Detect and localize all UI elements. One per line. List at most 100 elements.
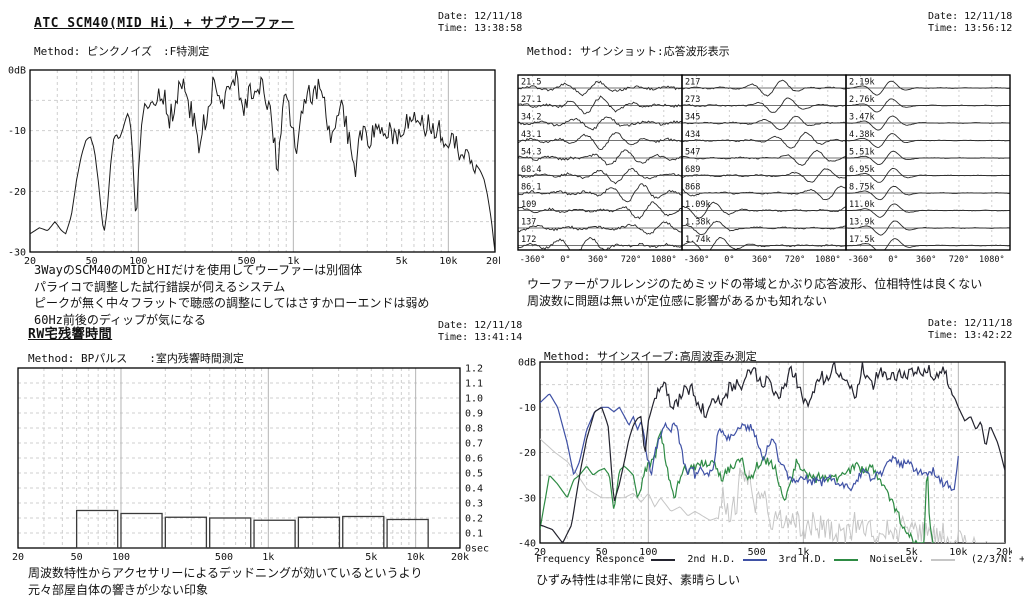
svg-text:54.3: 54.3 bbox=[521, 148, 541, 158]
sineshot-notes: ウーファーがフルレンジのためミッドの帯域とかぶり応答波形、位相特性は良くない 周波… bbox=[527, 276, 982, 309]
svg-text:0.3: 0.3 bbox=[465, 499, 483, 510]
svg-text:1k: 1k bbox=[797, 547, 809, 558]
svg-text:0.5: 0.5 bbox=[465, 469, 483, 480]
note-line: 3WayのSCM40のMIDとHIだけを使用してウーファーは別個体 bbox=[34, 263, 363, 277]
svg-text:43.1: 43.1 bbox=[521, 130, 541, 140]
svg-text:20: 20 bbox=[24, 256, 36, 267]
svg-text:172: 172 bbox=[521, 235, 536, 245]
distortion-legend: Frequency Responce 2nd H.D. 3rd H.D. NoiseL… bbox=[536, 554, 1024, 565]
svg-text:6.95k: 6.95k bbox=[849, 165, 875, 175]
svg-text:20k: 20k bbox=[486, 256, 500, 267]
svg-text:86.1: 86.1 bbox=[521, 183, 541, 193]
sineshot-method: Method: サインショット:応答波形表示 bbox=[527, 45, 730, 58]
sineshot-chart: -360° 0° 360° 720° 1080° 21.5 27.1 34.2 43.1 54.3… bbox=[517, 74, 1011, 265]
distortion-date: Date: 12/11/18 bbox=[928, 318, 1013, 329]
svg-text:50: 50 bbox=[596, 547, 608, 558]
legend-item: Frequency Responce bbox=[536, 554, 687, 565]
svg-text:1.09k: 1.09k bbox=[685, 200, 711, 210]
svg-text:5k: 5k bbox=[906, 547, 918, 558]
svg-text:20: 20 bbox=[12, 552, 24, 563]
svg-text:0.8: 0.8 bbox=[465, 424, 483, 435]
fr-title: ATC SCM40(MID Hi) + サブウーファー bbox=[34, 16, 295, 31]
legend-item: 3rd H.D. bbox=[779, 554, 870, 565]
svg-text:1.74k: 1.74k bbox=[685, 235, 711, 245]
svg-text:0dB: 0dB bbox=[518, 358, 536, 369]
svg-text:-20: -20 bbox=[518, 448, 536, 459]
svg-text:-10: -10 bbox=[518, 403, 536, 414]
svg-text:109: 109 bbox=[521, 200, 536, 210]
note-line: 元々部屋自体の響きが少ない印象 bbox=[28, 582, 209, 597]
fr-method: Method: ピンクノイズ :F特測定 bbox=[34, 45, 210, 58]
legend-item: 2nd H.D. bbox=[687, 554, 778, 565]
fr-notes: 3WayのSCM40のMIDとHIだけを使用してウーファーは別個体 パライコで調整… bbox=[34, 262, 429, 328]
svg-text:-30: -30 bbox=[8, 248, 26, 259]
svg-text:5k: 5k bbox=[396, 256, 408, 267]
svg-text:0.4: 0.4 bbox=[465, 484, 483, 495]
svg-text:547: 547 bbox=[685, 148, 700, 158]
sineshot-datetime: Date: 12/11/18 Time: 13:56:12 bbox=[928, 11, 1012, 35]
svg-text:100: 100 bbox=[129, 256, 147, 267]
svg-text:273: 273 bbox=[685, 95, 700, 105]
svg-text:689: 689 bbox=[685, 165, 700, 175]
svg-text:1.2: 1.2 bbox=[465, 364, 483, 375]
svg-text:0°: 0° bbox=[888, 255, 898, 265]
svg-text:-20: -20 bbox=[8, 187, 26, 198]
legend-line-swatch bbox=[742, 558, 767, 561]
svg-text:500: 500 bbox=[238, 256, 256, 267]
note-line: 周波数特性からアクセサリーによるデッドニングが効いているというより bbox=[28, 566, 423, 580]
svg-text:0.9: 0.9 bbox=[465, 409, 483, 420]
svg-text:360°: 360° bbox=[588, 255, 608, 265]
reverb-method: Method: BPパルス :室内残響時間測定 bbox=[28, 352, 244, 365]
svg-text:-30: -30 bbox=[518, 493, 536, 504]
svg-text:50: 50 bbox=[71, 552, 83, 563]
legend-item: NoiseLev. bbox=[870, 554, 967, 565]
svg-text:1.38k: 1.38k bbox=[685, 218, 711, 228]
note-line: ウーファーがフルレンジのためミッドの帯域とかぶり応答波形、位相特性は良くない bbox=[527, 277, 983, 291]
fr-time: Time: 13:38:58 bbox=[438, 23, 523, 34]
svg-text:1080°: 1080° bbox=[651, 255, 677, 265]
svg-text:17.5k: 17.5k bbox=[849, 235, 875, 245]
legend-item: (2/3/N: +40dB) bbox=[970, 554, 1024, 565]
fr-chart: 20 50 100 500 1k 5k 10k 20k 0dB -10 -20 -30 bbox=[8, 66, 500, 268]
svg-text:500: 500 bbox=[748, 547, 766, 558]
svg-text:0.1: 0.1 bbox=[465, 529, 483, 540]
svg-text:11.0k: 11.0k bbox=[849, 200, 875, 210]
svg-text:10k: 10k bbox=[407, 552, 425, 563]
svg-text:500: 500 bbox=[215, 552, 233, 563]
svg-text:5k: 5k bbox=[365, 552, 377, 563]
svg-text:1080°: 1080° bbox=[979, 255, 1005, 265]
svg-text:20: 20 bbox=[534, 547, 546, 558]
svg-text:1080°: 1080° bbox=[815, 255, 841, 265]
fr-date: Date: 12/11/18 bbox=[438, 11, 523, 22]
svg-text:-360°: -360° bbox=[684, 255, 710, 265]
svg-text:100: 100 bbox=[639, 547, 657, 558]
svg-text:0.7: 0.7 bbox=[465, 439, 483, 450]
svg-text:68.4: 68.4 bbox=[521, 165, 541, 175]
reverb-date: Date: 12/11/18 bbox=[438, 320, 523, 331]
svg-text:0°: 0° bbox=[560, 255, 570, 265]
svg-text:434: 434 bbox=[685, 130, 700, 140]
svg-text:217: 217 bbox=[685, 78, 700, 88]
reverb-notes: 周波数特性からアクセサリーによるデッドニングが効いているというより 元々部屋自体の… bbox=[28, 565, 422, 598]
svg-text:2.76k: 2.76k bbox=[849, 95, 875, 105]
svg-text:3.47k: 3.47k bbox=[849, 113, 875, 123]
reverb-chart: 20 50 100 500 1k 5k 10k 20k 1.2 1.1 1.0 0.9 0.8 0.7 0.… bbox=[12, 364, 489, 564]
distortion-chart: 20 50 100 500 1k 5k 10k 20k 0dB -10 -20 -30 -40 bbox=[518, 358, 1012, 559]
reverb-time: Time: 13:41:14 bbox=[438, 332, 523, 343]
svg-text:720°: 720° bbox=[621, 255, 641, 265]
distortion-datetime: Date: 12/11/18 Time: 13:42:22 bbox=[928, 318, 1012, 342]
svg-text:13.9k: 13.9k bbox=[849, 218, 875, 228]
svg-text:10k: 10k bbox=[949, 547, 967, 558]
svg-text:-360°: -360° bbox=[520, 255, 546, 265]
svg-text:20k: 20k bbox=[451, 552, 469, 563]
distortion-time: Time: 13:42:22 bbox=[928, 330, 1013, 341]
svg-text:50: 50 bbox=[86, 256, 98, 267]
svg-text:100: 100 bbox=[112, 552, 130, 563]
svg-text:8.75k: 8.75k bbox=[849, 183, 875, 193]
sineshot-time: Time: 13:56:12 bbox=[928, 23, 1013, 34]
note-line: ピークが無く中々フラットで聴感の調整にしてはさすかローエンドは弱め bbox=[34, 296, 430, 310]
svg-text:34.2: 34.2 bbox=[521, 113, 541, 123]
svg-text:868: 868 bbox=[685, 183, 700, 193]
svg-text:720°: 720° bbox=[785, 255, 805, 265]
